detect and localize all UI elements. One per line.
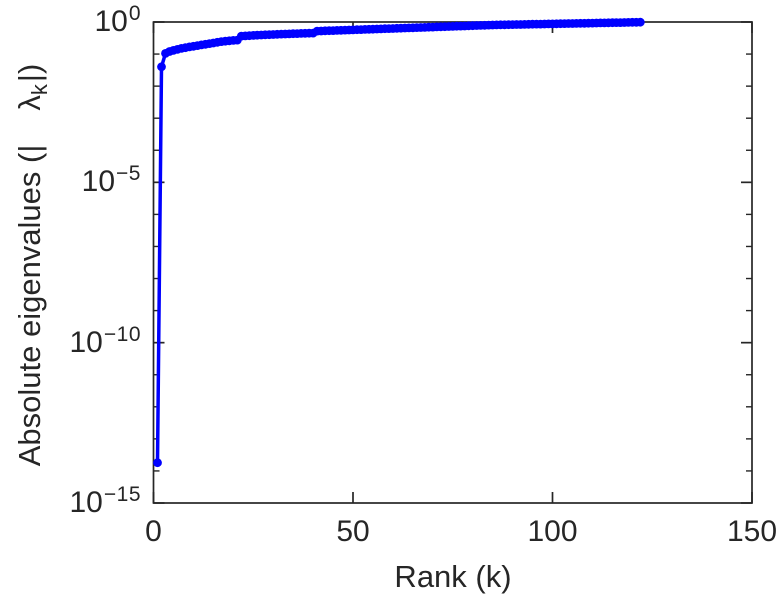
x-tick-label: 150 <box>726 515 778 548</box>
y-tick-label: 10−10 <box>0 324 141 359</box>
lambda-subscript: k <box>27 84 52 96</box>
x-tick-label: 100 <box>527 515 578 548</box>
x-tick-label: 0 <box>145 515 162 548</box>
y-tick-base: 10 <box>69 325 103 359</box>
y-axis-label-prefix: Absolute eigenvalues (| <box>12 144 47 467</box>
lambda-symbol: λ <box>12 95 47 111</box>
y-tick-label: 100 <box>0 3 141 38</box>
y-axis-label-suffix: |) <box>12 63 47 83</box>
y-tick-label: 10−5 <box>0 163 141 199</box>
y-tick-exponent: −10 <box>103 322 141 346</box>
y-tick-base: 10 <box>81 165 116 199</box>
y-axis-label: Absolute eigenvalues (| λk|) <box>12 63 52 467</box>
data-point-marker <box>157 62 166 72</box>
x-axis-label: Rank (k) <box>394 559 512 594</box>
y-tick-exponent: −15 <box>103 483 141 506</box>
data-point-marker <box>153 458 162 468</box>
y-tick-exponent: 0 <box>128 2 141 25</box>
y-tick-exponent: −5 <box>116 162 141 186</box>
y-tick-base: 10 <box>69 486 103 519</box>
series-line <box>155 20 641 463</box>
data-point-marker <box>635 17 645 27</box>
y-tick-label: 10−15 <box>0 484 141 519</box>
axes-box <box>152 21 753 504</box>
y-tick-base: 10 <box>94 5 128 38</box>
x-tick-label: 50 <box>336 515 370 548</box>
